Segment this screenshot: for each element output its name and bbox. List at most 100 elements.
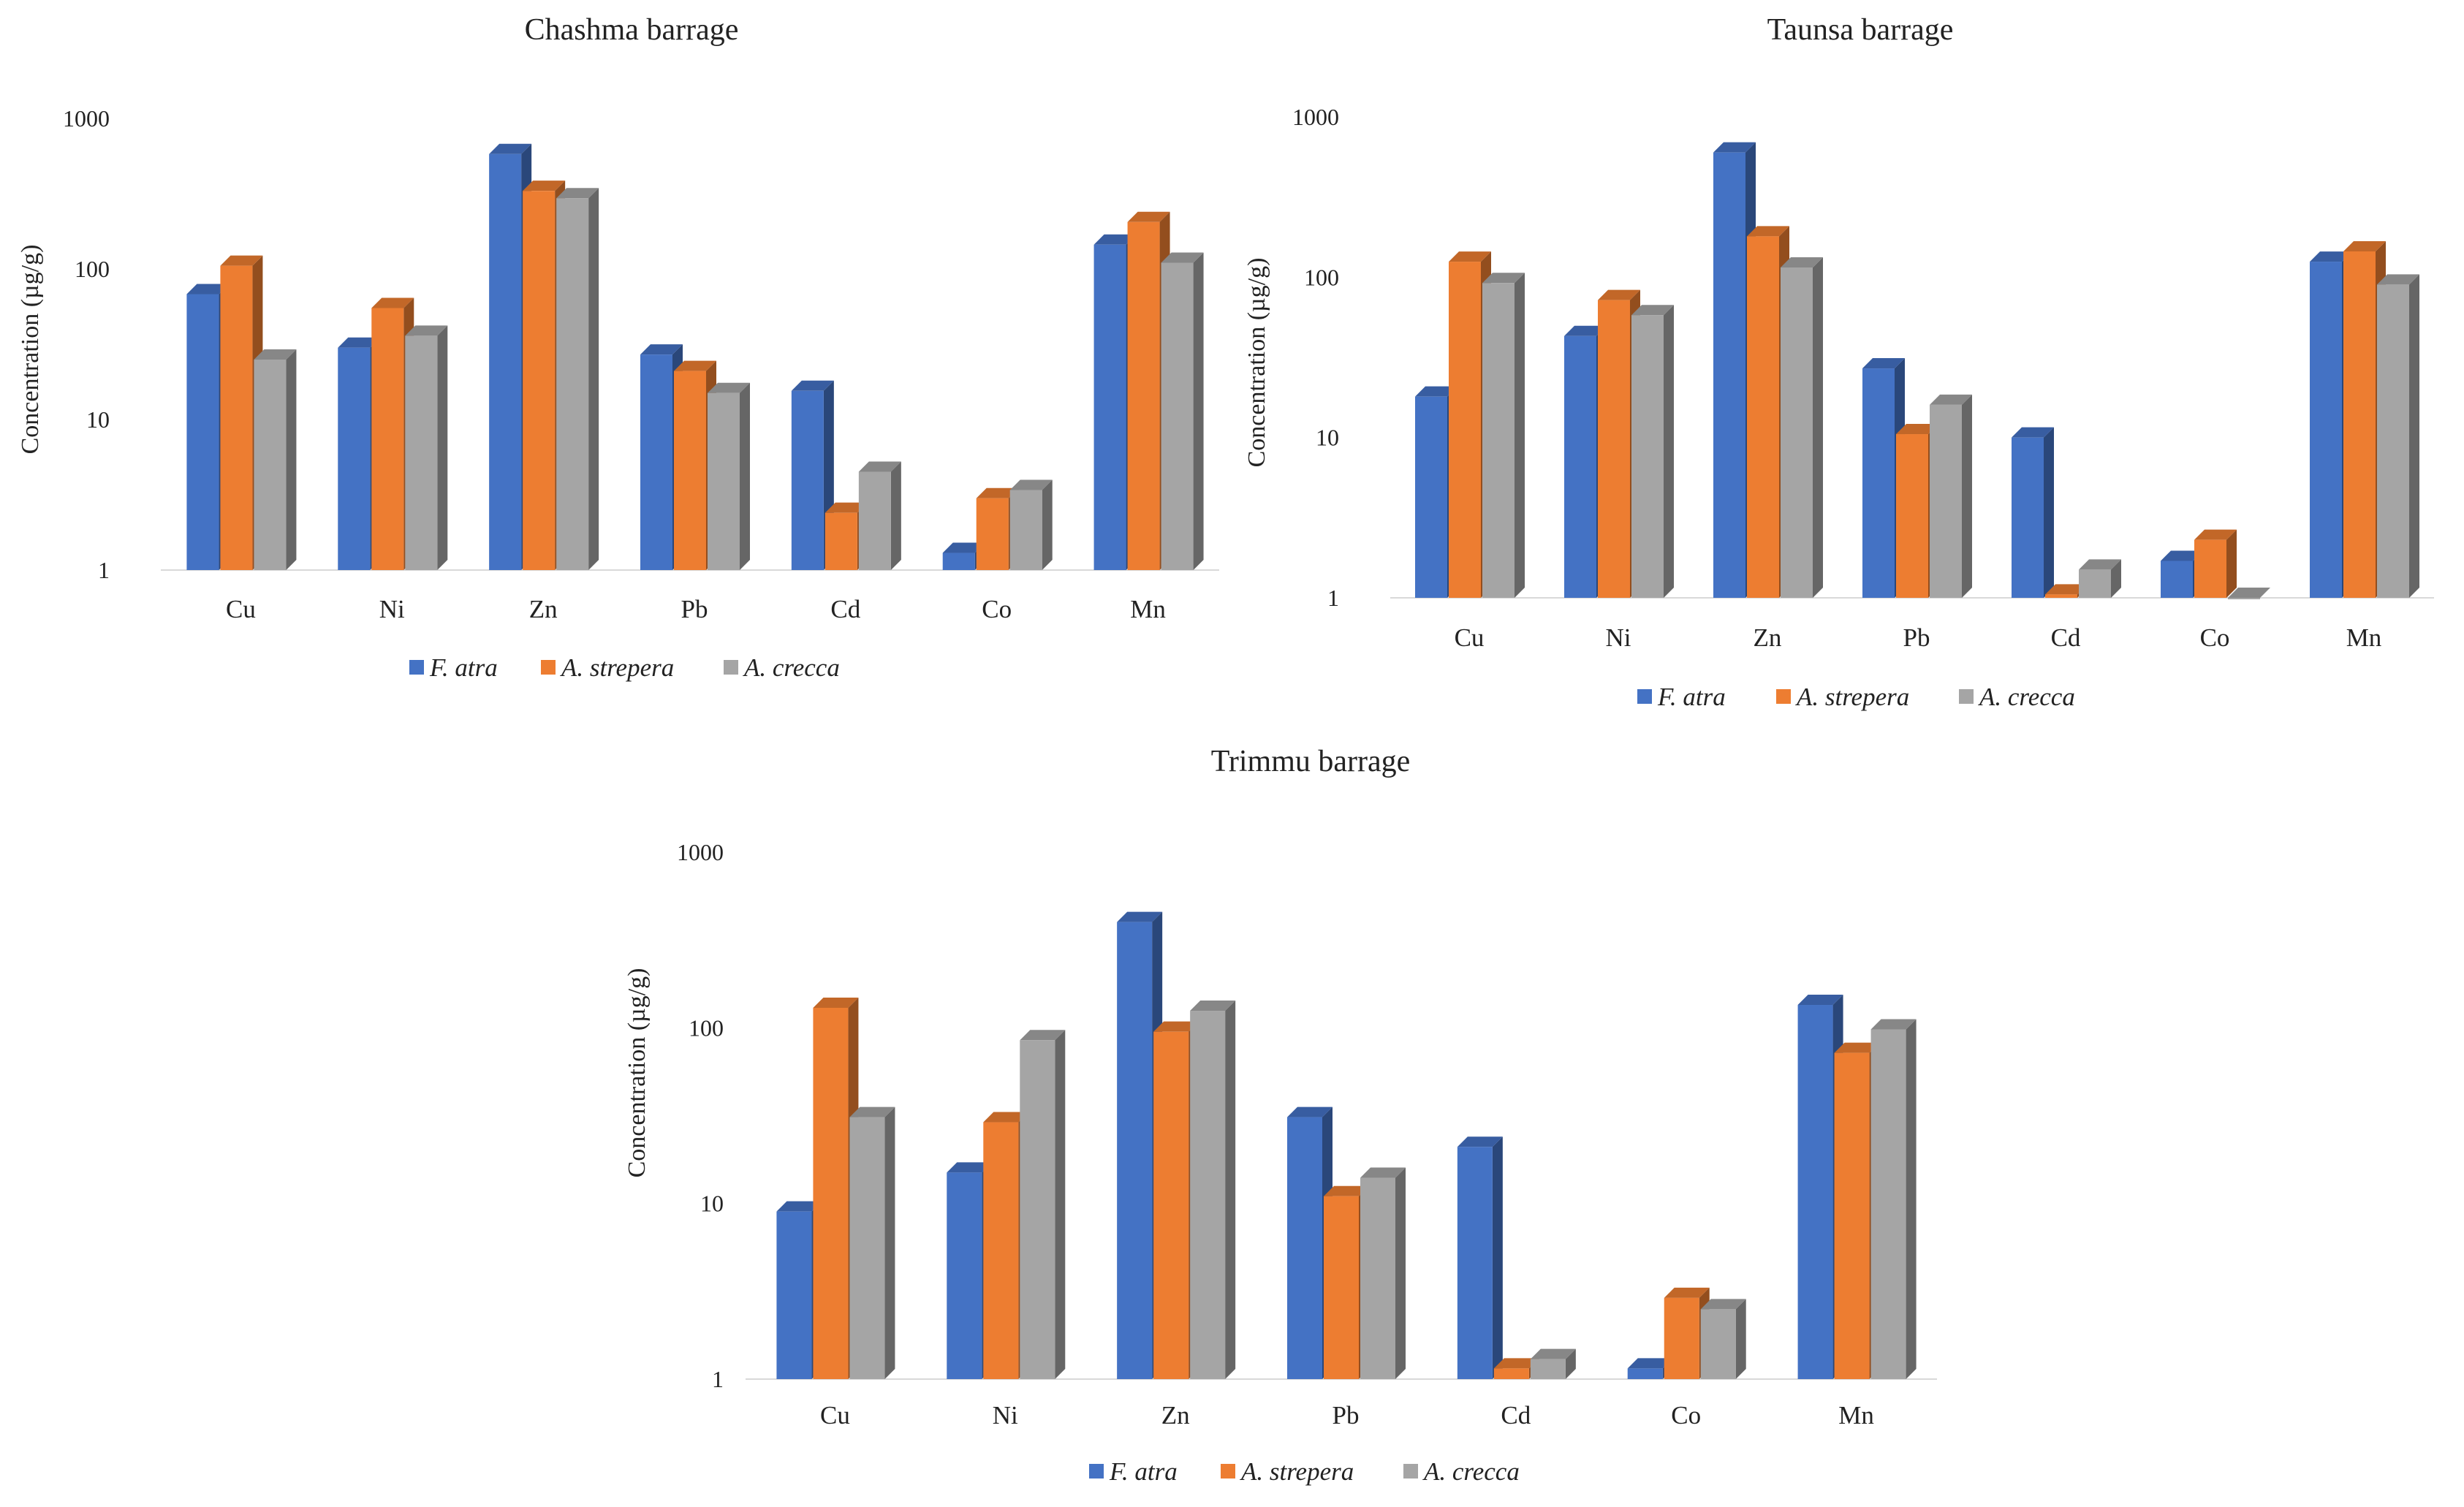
bar bbox=[1190, 1001, 1236, 1379]
bar-top bbox=[2161, 550, 2203, 561]
bar-top bbox=[220, 255, 263, 266]
bar-front bbox=[1631, 315, 1664, 598]
x-tick-label: Cd bbox=[2051, 623, 2081, 652]
bar-side bbox=[1042, 479, 1053, 570]
bar-side bbox=[1055, 1030, 1066, 1379]
bar-top bbox=[254, 349, 297, 360]
legend-swatch bbox=[1221, 1464, 1235, 1478]
bar bbox=[1631, 305, 1674, 598]
bar-top bbox=[1287, 1106, 1333, 1117]
legend-label: A. crecca bbox=[1978, 683, 2075, 711]
bar bbox=[1530, 1348, 1576, 1379]
legend-item: A. crecca bbox=[724, 653, 840, 682]
legend-label: A. strepera bbox=[560, 653, 674, 682]
bar-side bbox=[884, 1106, 895, 1379]
y-tick-label: 1 bbox=[98, 557, 110, 583]
bar bbox=[1020, 1030, 1066, 1379]
bar-top bbox=[2377, 274, 2419, 285]
bar-top bbox=[1009, 479, 1053, 490]
y-tick-label: 1 bbox=[1327, 585, 1339, 611]
bar-side bbox=[740, 382, 750, 570]
bar bbox=[1482, 273, 1525, 598]
bar-front bbox=[338, 347, 371, 570]
bar bbox=[858, 461, 901, 570]
legend-label: F. atra bbox=[429, 653, 498, 682]
legend-swatch bbox=[409, 660, 424, 675]
bar-top bbox=[1664, 1287, 1710, 1298]
bar-top bbox=[2343, 240, 2386, 251]
bar-front bbox=[1700, 1309, 1736, 1379]
bar-top bbox=[1127, 211, 1170, 222]
y-tick-label: 1000 bbox=[1292, 104, 1339, 130]
y-tick-label: 10 bbox=[1316, 425, 1339, 451]
legend-item: F. atra bbox=[409, 653, 498, 682]
bar-side bbox=[1906, 1019, 1917, 1379]
x-tick-label: Pb bbox=[1333, 1401, 1360, 1430]
bar-front bbox=[1360, 1177, 1395, 1379]
y-axis-title: Concentration (µg/g) bbox=[17, 245, 44, 455]
x-tick-label: Cd bbox=[1501, 1401, 1531, 1430]
legend-item: F. atra bbox=[1089, 1457, 1178, 1486]
bar bbox=[556, 188, 599, 570]
x-tick-label: Ni bbox=[379, 595, 405, 623]
bar-top bbox=[1797, 995, 1843, 1006]
bar-front bbox=[1482, 283, 1515, 598]
bar-top bbox=[1530, 1348, 1576, 1359]
x-tick-label: Ni bbox=[993, 1401, 1018, 1430]
bar bbox=[405, 325, 448, 570]
bar-side bbox=[1395, 1167, 1406, 1379]
bar-side bbox=[588, 188, 599, 570]
bar-top bbox=[1627, 1358, 1673, 1369]
bar-top bbox=[2045, 584, 2088, 595]
bar-front bbox=[2079, 569, 2111, 598]
x-tick-label: Cd bbox=[830, 595, 860, 623]
bar bbox=[2377, 274, 2419, 598]
y-tick-label: 100 bbox=[689, 1014, 724, 1041]
chart-trimmu: Trimmu barrage Concentration (µg/g) 1 10 1… bbox=[623, 745, 1937, 1486]
bar bbox=[1457, 1136, 1503, 1379]
bar-top bbox=[1493, 1358, 1539, 1369]
chart-taunsa: Taunsa barrage Concentration (µg/g) 1 10 1… bbox=[1243, 13, 2434, 711]
bar-top bbox=[1360, 1167, 1406, 1178]
x-tick-label: Zn bbox=[1161, 1401, 1190, 1430]
bar-top bbox=[942, 542, 985, 553]
legend-item: A. strepera bbox=[541, 653, 674, 682]
bar-top bbox=[1862, 358, 1905, 369]
bar-front bbox=[1530, 1359, 1566, 1379]
bar-side bbox=[2409, 274, 2419, 598]
bar-side bbox=[2111, 559, 2121, 598]
bar-front bbox=[1127, 221, 1160, 570]
bar-front bbox=[1493, 1368, 1529, 1379]
bar-top bbox=[1564, 325, 1607, 336]
bar-top bbox=[976, 487, 1019, 498]
legend-label: A. crecca bbox=[743, 653, 840, 682]
y-tick-label: 100 bbox=[1304, 264, 1339, 290]
bar-front bbox=[947, 1172, 982, 1379]
bar-top bbox=[556, 188, 599, 199]
x-tick-label: Mn bbox=[1130, 595, 1166, 623]
bar-top bbox=[1153, 1021, 1199, 1032]
bar-top bbox=[1870, 1019, 1917, 1030]
bar-top bbox=[983, 1112, 1029, 1123]
y-tick-label: 1000 bbox=[677, 839, 724, 865]
legend-item: A. strepera bbox=[1221, 1457, 1354, 1486]
legend-swatch bbox=[1776, 689, 1791, 704]
bar-front bbox=[1797, 1005, 1833, 1379]
bar-side bbox=[286, 349, 297, 570]
bar-front bbox=[849, 1117, 885, 1379]
bar-top bbox=[1324, 1185, 1369, 1196]
bar-front bbox=[1020, 1040, 1055, 1379]
bar-front bbox=[791, 390, 824, 570]
bar bbox=[2079, 559, 2121, 598]
bar-front bbox=[1287, 1117, 1322, 1379]
bar-front bbox=[976, 498, 1009, 570]
bar bbox=[1930, 394, 1972, 598]
bar-front bbox=[1190, 1011, 1226, 1379]
legend-swatch bbox=[1959, 689, 1974, 704]
bar-front bbox=[523, 191, 556, 570]
legend-item: A. crecca bbox=[1959, 683, 2075, 711]
bar-side bbox=[1565, 1348, 1576, 1379]
bar-top bbox=[1713, 142, 1756, 153]
x-tick-label: Pb bbox=[681, 595, 708, 623]
bar-front bbox=[2045, 594, 2077, 598]
